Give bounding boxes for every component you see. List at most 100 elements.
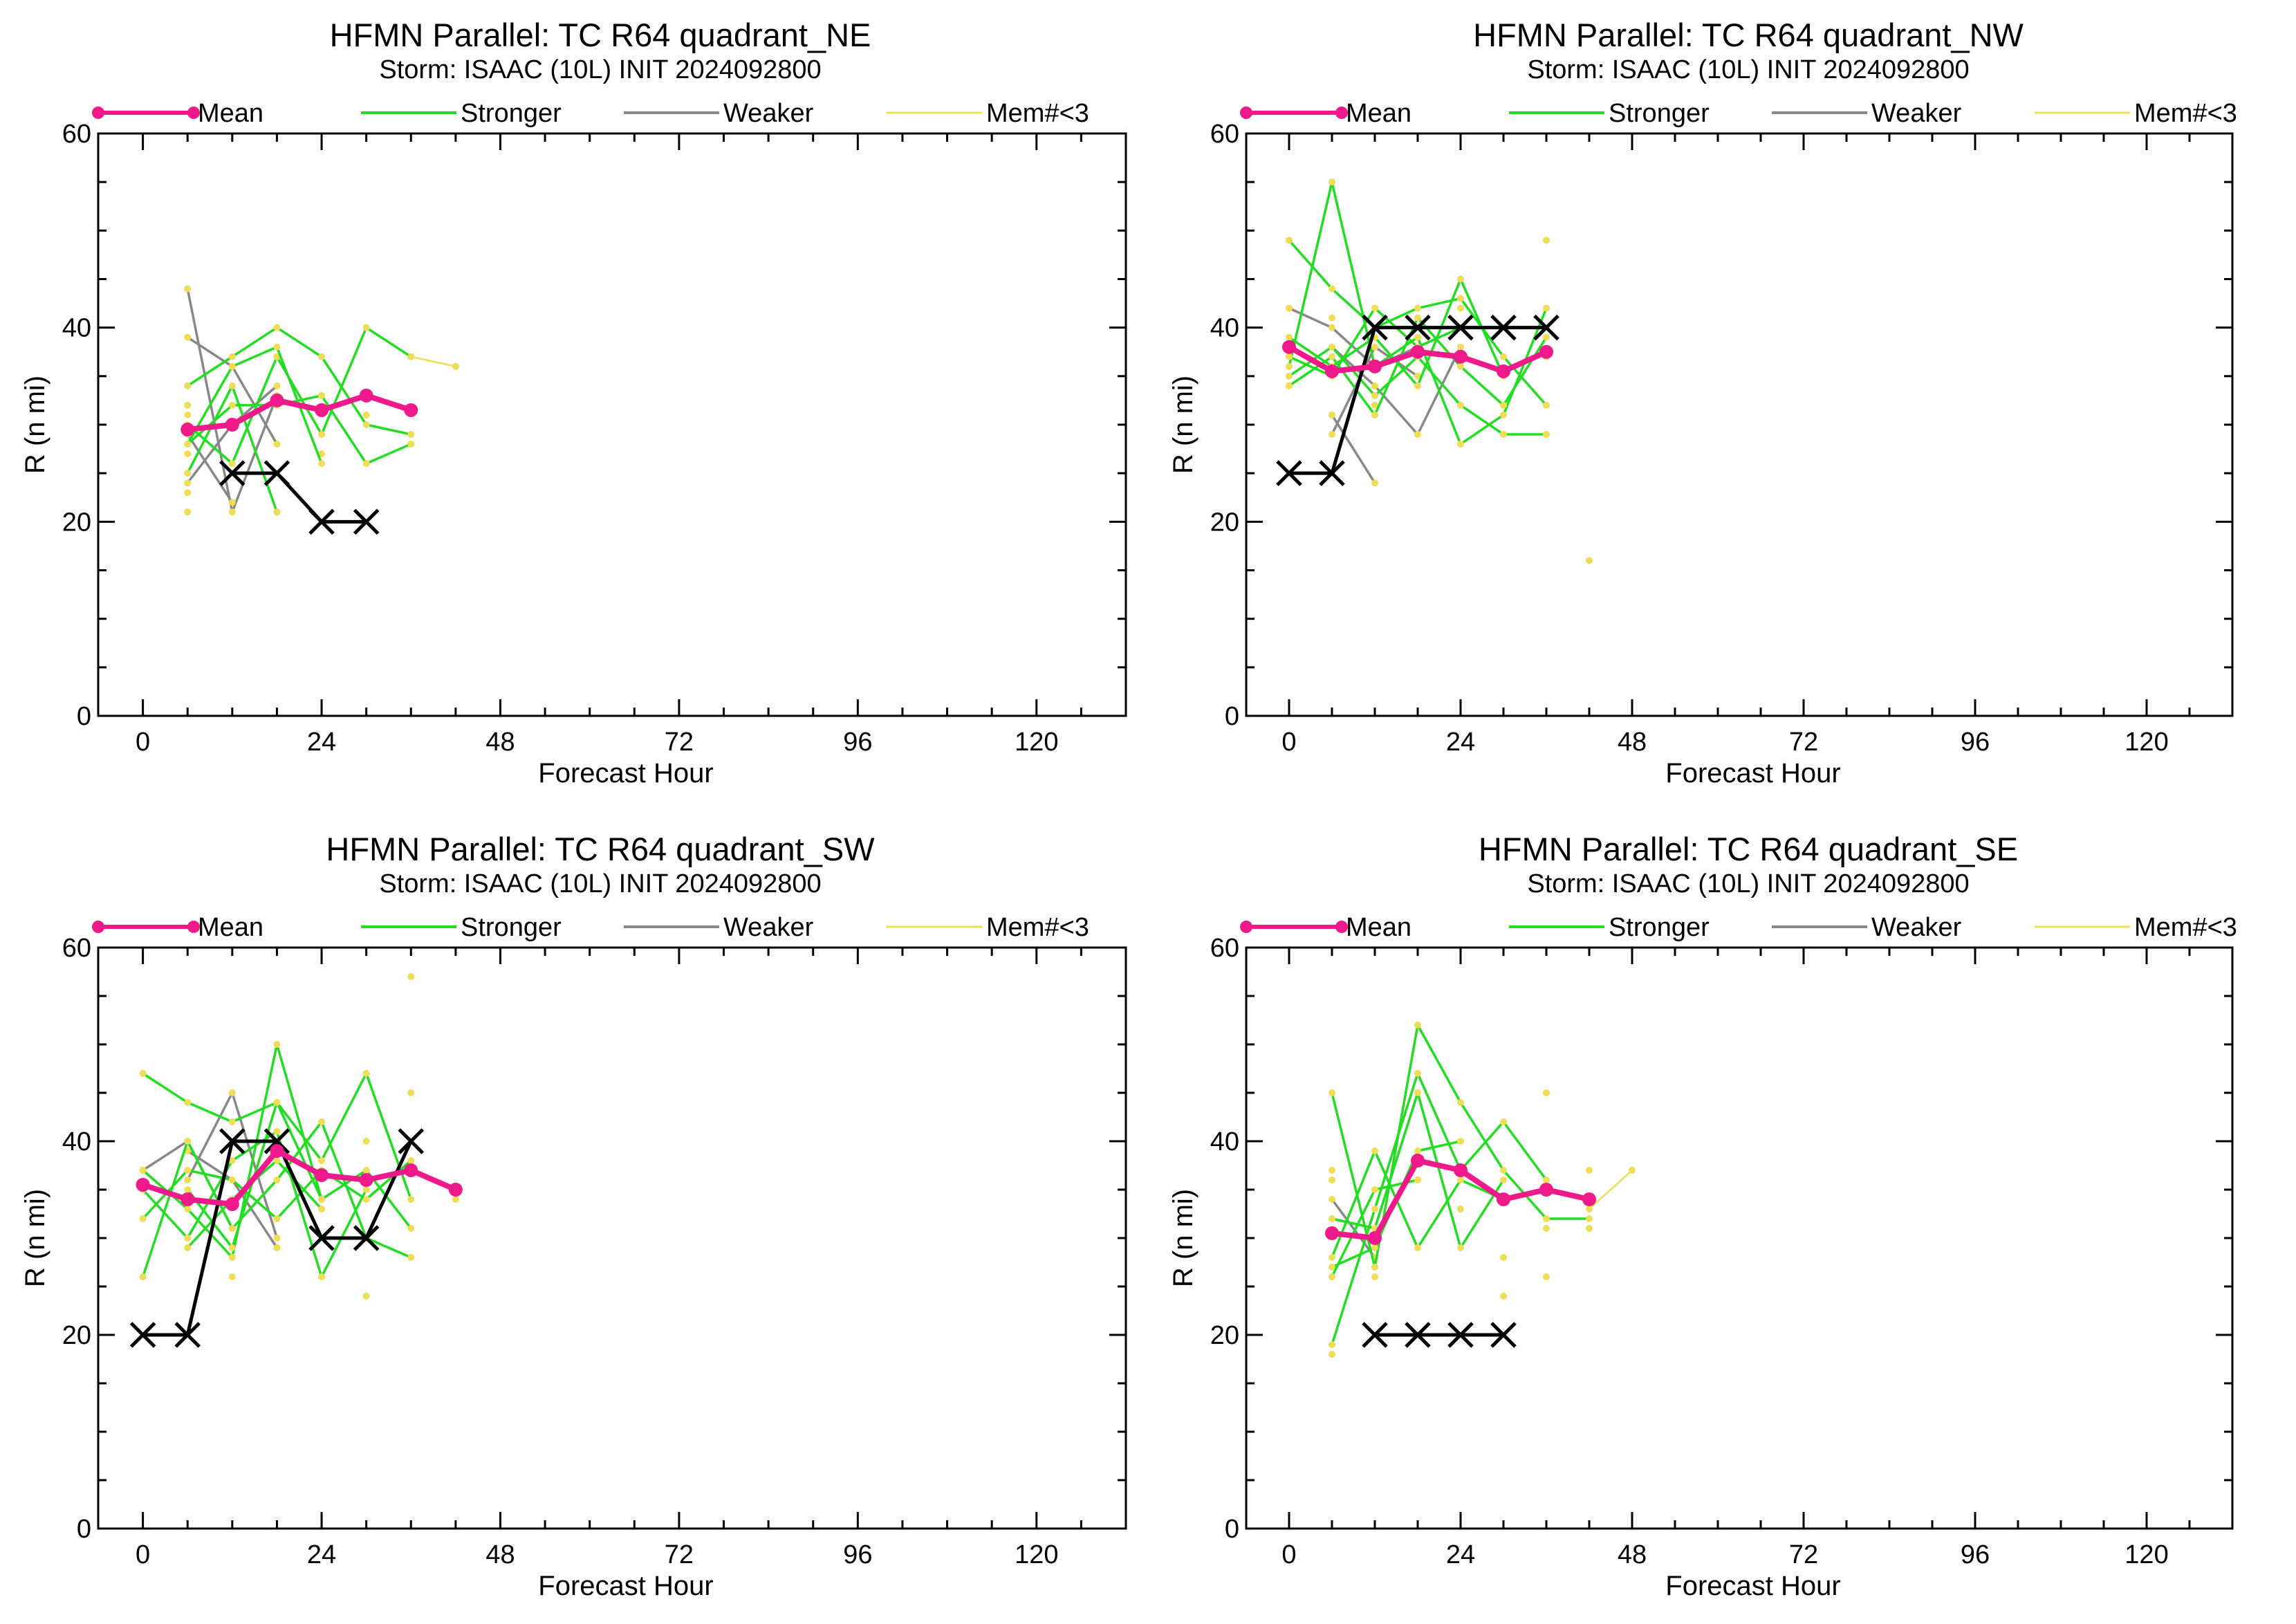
mean-point bbox=[404, 1163, 418, 1177]
mean-point bbox=[270, 1144, 284, 1158]
member-point bbox=[1629, 1167, 1636, 1174]
mean-point bbox=[1325, 364, 1339, 378]
member-point bbox=[362, 421, 370, 428]
member-point bbox=[1543, 1225, 1550, 1232]
weaker-member-line bbox=[186, 434, 234, 504]
member-point bbox=[362, 1196, 370, 1203]
member-point bbox=[228, 1089, 236, 1096]
member-point bbox=[1414, 382, 1421, 389]
member-point bbox=[1543, 401, 1550, 409]
member-point bbox=[1371, 401, 1378, 409]
legend-marker bbox=[187, 107, 200, 119]
member-point bbox=[1543, 1089, 1550, 1096]
stronger-member-line bbox=[187, 326, 411, 436]
member-point bbox=[407, 431, 415, 439]
axis-ticks bbox=[98, 946, 1126, 1530]
x-tick-label: 72 bbox=[665, 728, 694, 757]
chart-title: HFMN Parallel: TC R64 quadrant_NE bbox=[330, 17, 871, 53]
member-point bbox=[1414, 1070, 1421, 1077]
x-tick-label: 48 bbox=[485, 728, 515, 757]
series-group bbox=[1276, 178, 1593, 564]
member-point bbox=[407, 973, 415, 980]
member-point bbox=[273, 1041, 281, 1048]
weaker-member-line bbox=[186, 385, 278, 484]
member-point bbox=[184, 285, 192, 293]
member-point bbox=[1371, 391, 1378, 399]
member-point bbox=[362, 1186, 370, 1193]
mean-point bbox=[1368, 359, 1382, 373]
x-tick-label: 96 bbox=[1961, 728, 1990, 757]
stronger-member-line bbox=[187, 326, 412, 465]
member-point bbox=[228, 1254, 236, 1261]
observed-x-marker bbox=[308, 508, 335, 535]
member-point bbox=[273, 508, 281, 516]
member-point bbox=[1286, 362, 1293, 370]
member-point bbox=[1328, 411, 1335, 418]
legend: Mean Stronger Weaker Mem#<3 bbox=[92, 99, 1089, 128]
member-point bbox=[1328, 1215, 1335, 1222]
weaker-member-line bbox=[1331, 414, 1376, 484]
member-point bbox=[139, 1215, 147, 1222]
member-point bbox=[407, 1225, 415, 1232]
member-point bbox=[273, 1099, 281, 1106]
mean-point bbox=[1411, 344, 1425, 359]
axis-ticks bbox=[1246, 946, 2232, 1530]
y-tick-label: 0 bbox=[1225, 702, 1239, 731]
member-point bbox=[362, 1167, 370, 1174]
member-point bbox=[228, 499, 236, 506]
legend-label-few_members: Mem#<3 bbox=[2134, 99, 2237, 128]
member-point bbox=[1414, 1089, 1421, 1096]
observed-x-marker bbox=[1319, 460, 1345, 486]
x-tick-label: 48 bbox=[485, 1540, 515, 1569]
member-point bbox=[1371, 1244, 1378, 1251]
chart-panel-1: HFMN Parallel: TC R64 quadrant_NEStorm: … bbox=[20, 17, 1127, 788]
member-point bbox=[1371, 411, 1378, 418]
member-point bbox=[452, 362, 459, 370]
axis-ticks bbox=[1246, 132, 2232, 717]
legend-label-mean: Mean bbox=[198, 913, 263, 942]
legend-marker bbox=[1240, 921, 1252, 933]
y-axis-label: R (n mi) bbox=[20, 376, 50, 474]
x-tick-label: 96 bbox=[843, 728, 872, 757]
stronger-member-line bbox=[1288, 277, 1505, 387]
member-point bbox=[228, 353, 236, 360]
legend-label-weaker: Weaker bbox=[723, 913, 814, 942]
x-tick-label: 96 bbox=[1961, 1540, 1990, 1569]
member-point bbox=[1371, 343, 1378, 351]
x-tick-label: 120 bbox=[2124, 1540, 2168, 1569]
member-point bbox=[1457, 1138, 1464, 1145]
legend: Mean Stronger Weaker Mem#<3 bbox=[92, 913, 1089, 942]
y-tick-label: 60 bbox=[1210, 934, 1239, 963]
chart-subtitle: Storm: ISAAC (10L) INIT 2024092800 bbox=[379, 55, 821, 84]
member-point bbox=[1414, 1244, 1421, 1251]
mean-line bbox=[187, 392, 412, 432]
stronger-member-line bbox=[142, 1130, 368, 1278]
x-tick-label: 48 bbox=[1618, 728, 1647, 757]
x-tick-label: 120 bbox=[1015, 728, 1058, 757]
y-tick-label: 60 bbox=[62, 934, 91, 963]
mean-point bbox=[1325, 1226, 1339, 1240]
member-point bbox=[228, 460, 236, 468]
mean-point bbox=[270, 393, 284, 407]
member-point bbox=[362, 1070, 370, 1077]
mean-point bbox=[359, 1173, 373, 1187]
y-tick-label: 60 bbox=[62, 120, 91, 149]
member-point bbox=[184, 470, 192, 477]
member-point bbox=[1371, 1186, 1378, 1193]
legend-label-mean: Mean bbox=[1346, 913, 1411, 942]
observed-x-marker bbox=[398, 1128, 425, 1154]
member-point bbox=[1457, 1099, 1464, 1106]
series-group bbox=[180, 285, 459, 535]
member-point bbox=[1371, 304, 1378, 312]
chart-title: HFMN Parallel: TC R64 quadrant_SW bbox=[326, 831, 875, 867]
x-axis-label: Forecast Hour bbox=[538, 1571, 713, 1601]
mean-point bbox=[359, 388, 373, 403]
stronger-member-line bbox=[187, 394, 411, 465]
member-point bbox=[1371, 382, 1378, 389]
member-point bbox=[1543, 1215, 1550, 1222]
legend-label-stronger: Stronger bbox=[1609, 99, 1710, 128]
member-point bbox=[1543, 333, 1550, 341]
legend-label-stronger: Stronger bbox=[461, 99, 562, 128]
member-point bbox=[184, 1235, 192, 1242]
member-point bbox=[407, 1089, 415, 1096]
